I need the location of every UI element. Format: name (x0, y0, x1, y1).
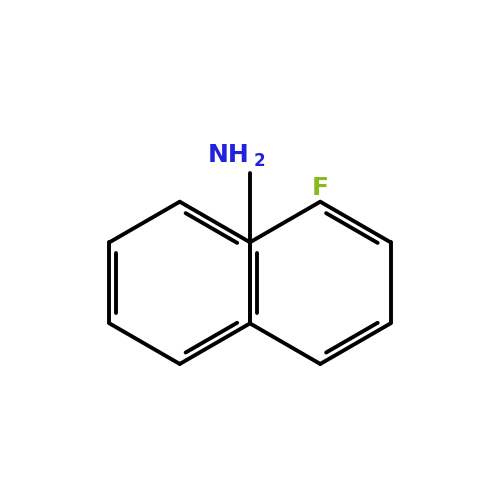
Text: NH: NH (208, 142, 250, 167)
Text: F: F (312, 176, 329, 200)
Text: 2: 2 (254, 152, 266, 170)
